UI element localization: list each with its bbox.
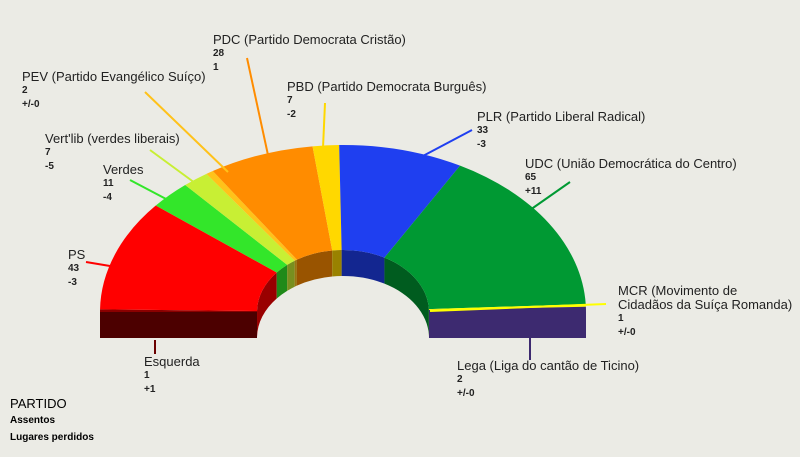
party-label: MCR (Movimento de Cidadãos da Suíça Roma… [618, 284, 793, 340]
party-name: Verdes [103, 162, 144, 177]
seats: 2 [22, 85, 28, 96]
change: 1 [213, 62, 219, 73]
party-name: UDC (União Democrática do Centro) [525, 156, 737, 171]
seats: 7 [45, 147, 51, 158]
seats: 43 [68, 263, 80, 274]
seats: 65 [525, 172, 537, 183]
party-label: PBD (Partido Democrata Burguês) 7 -2 [287, 80, 486, 122]
segment-wall [384, 257, 429, 336]
end-face [429, 312, 586, 338]
segment [185, 173, 295, 265]
key-seats: Assentos [10, 415, 56, 426]
seats: 28 [213, 48, 225, 59]
change: +/-0 [457, 388, 475, 399]
leader-line [149, 149, 196, 184]
change: -2 [287, 109, 296, 120]
segment [100, 205, 277, 312]
leader-line [420, 129, 473, 158]
party-name: PLR (Partido Liberal Radical) [477, 109, 646, 124]
seats: 2 [457, 374, 463, 385]
party-name: PBD (Partido Democrata Burguês) [287, 79, 487, 94]
segment [100, 309, 258, 312]
seats: 1 [144, 370, 150, 381]
seats: 1 [618, 313, 624, 324]
party-name: PS [68, 247, 86, 262]
leader-line [246, 57, 269, 156]
segment-wall [257, 272, 277, 338]
segment [206, 170, 297, 261]
leader-line [129, 179, 169, 201]
leader-line [322, 102, 326, 149]
change: -5 [45, 161, 54, 172]
party-label: Esquerda 1 +1 [144, 355, 200, 397]
segment-wall [341, 249, 385, 284]
leader-line [85, 261, 111, 267]
change: -4 [103, 192, 112, 203]
segment-wall [276, 264, 288, 299]
change: +/-0 [22, 99, 40, 110]
change: +1 [144, 384, 156, 395]
segment [155, 185, 288, 273]
segment-wall [294, 259, 297, 287]
segment-wall [296, 250, 333, 286]
party-label: UDC (União Democrática do Centro) 65 +11 [525, 157, 737, 199]
key-change: Lugares perdidos [10, 432, 94, 443]
segment [384, 165, 586, 310]
party-label: Vert'lib (verdes liberais) 7 -5 [45, 132, 180, 174]
party-label: PDC (Partido Democrata Cristão) 28 1 [213, 33, 406, 75]
change: +11 [525, 186, 542, 197]
party-label: Verdes 11 -4 [103, 163, 143, 205]
party-label: PLR (Partido Liberal Radical) 33 -3 [477, 110, 645, 152]
leader-line [529, 181, 571, 211]
party-name: MCR (Movimento de Cidadãos da Suíça Roma… [618, 283, 793, 312]
leader-line [429, 303, 607, 312]
change: -3 [68, 277, 77, 288]
segment-wall [287, 260, 295, 291]
leader-line [144, 91, 229, 173]
end-face [100, 312, 257, 338]
seats: 7 [287, 95, 293, 106]
party-name: Lega (Liga do cantão de Ticino) [457, 358, 640, 373]
seats: 33 [477, 125, 489, 136]
segment-wall [332, 250, 342, 277]
seats: 11 [103, 178, 114, 189]
party-name: PDC (Partido Democrata Cristão) [213, 32, 406, 47]
party-label: Lega (Liga do cantão de Ticino) 2 +/-0 [457, 359, 639, 401]
segment [312, 145, 342, 251]
party-label: PEV (Partido Evangélico Suíço) 2 +/-0 [22, 70, 206, 112]
party-name: Esquerda [144, 354, 200, 369]
segment [339, 145, 461, 258]
key: PARTIDO Assentos Lugares perdidos [10, 395, 94, 446]
change: -3 [477, 139, 486, 150]
segment [428, 306, 586, 312]
key-title: PARTIDO [10, 396, 67, 411]
segment [212, 146, 333, 260]
change: +/-0 [618, 327, 636, 338]
party-name: PEV (Partido Evangélico Suíço) [22, 69, 206, 84]
party-name: Vert'lib (verdes liberais) [45, 131, 180, 146]
party-label: PS 43 -3 [68, 248, 85, 290]
